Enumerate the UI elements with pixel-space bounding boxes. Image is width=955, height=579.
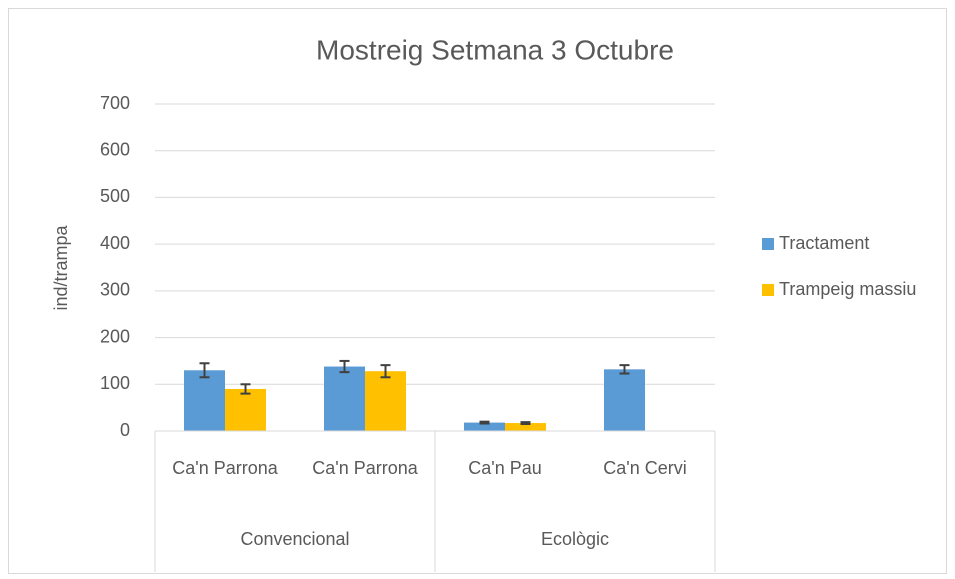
x-tick-label: Ca'n Cervi	[603, 458, 686, 478]
x-tick-label: Ca'n Pau	[468, 458, 542, 478]
chart-title: Mostreig Setmana 3 Octubre	[316, 34, 674, 65]
bar	[184, 370, 225, 431]
error-bar	[339, 359, 350, 374]
y-tick-label: 700	[100, 93, 130, 113]
group-label: Ecològic	[541, 529, 609, 549]
error-bar	[240, 383, 251, 395]
y-tick-label: 500	[100, 186, 130, 206]
y-tick-label: 0	[120, 420, 130, 440]
error-bar	[380, 364, 391, 379]
bar	[505, 423, 546, 431]
bar	[324, 366, 365, 431]
error-bar	[520, 421, 531, 425]
y-tick-label: 400	[100, 233, 130, 253]
legend-label: Trampeig massiu	[779, 279, 916, 299]
error-bar	[619, 364, 630, 375]
error-bar	[199, 362, 210, 379]
bar	[604, 369, 645, 431]
legend-swatch	[762, 284, 774, 296]
bar	[225, 388, 266, 431]
bar	[365, 371, 406, 431]
y-axis-label: ind/trampa	[51, 224, 71, 310]
error-bar	[479, 420, 490, 425]
y-tick-label: 100	[100, 373, 130, 393]
y-tick-label: 200	[100, 326, 130, 346]
bar	[464, 422, 505, 431]
legend-swatch	[762, 238, 774, 250]
y-tick-label: 600	[100, 139, 130, 159]
group-label: Convencional	[240, 529, 349, 549]
x-tick-label: Ca'n Parrona	[312, 458, 418, 478]
legend-label: Tractament	[779, 233, 869, 253]
x-tick-label: Ca'n Parrona	[172, 458, 278, 478]
y-tick-label: 300	[100, 280, 130, 300]
